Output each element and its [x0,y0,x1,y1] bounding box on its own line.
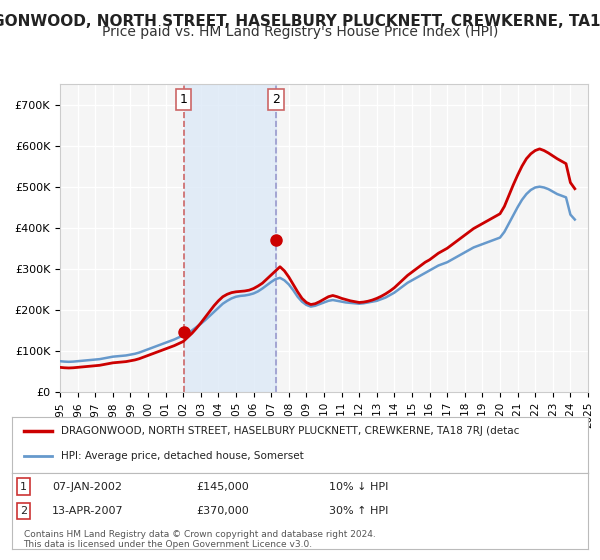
Text: £370,000: £370,000 [196,506,249,516]
Text: DRAGONWOOD, NORTH STREET, HASELBURY PLUCKNETT, CREWKERNE, TA18 7RJ: DRAGONWOOD, NORTH STREET, HASELBURY PLUC… [0,14,600,29]
Text: DRAGONWOOD, NORTH STREET, HASELBURY PLUCKNETT, CREWKERNE, TA18 7RJ (detac: DRAGONWOOD, NORTH STREET, HASELBURY PLUC… [61,426,520,436]
Bar [184,84,276,392]
Text: HPI: Average price, detached house, Somerset: HPI: Average price, detached house, Some… [61,451,304,461]
Text: 2: 2 [272,93,280,106]
Text: Contains HM Land Registry data © Crown copyright and database right 2024.
This d: Contains HM Land Registry data © Crown c… [23,530,375,549]
Text: Price paid vs. HM Land Registry's House Price Index (HPI): Price paid vs. HM Land Registry's House … [102,25,498,39]
Text: 1: 1 [20,482,27,492]
Text: 30% ↑ HPI: 30% ↑ HPI [329,506,388,516]
Text: 2: 2 [20,506,27,516]
Text: 10% ↓ HPI: 10% ↓ HPI [329,482,388,492]
Text: 13-APR-2007: 13-APR-2007 [52,506,124,516]
Text: 07-JAN-2002: 07-JAN-2002 [52,482,122,492]
Text: 1: 1 [180,93,188,106]
Text: £145,000: £145,000 [196,482,249,492]
